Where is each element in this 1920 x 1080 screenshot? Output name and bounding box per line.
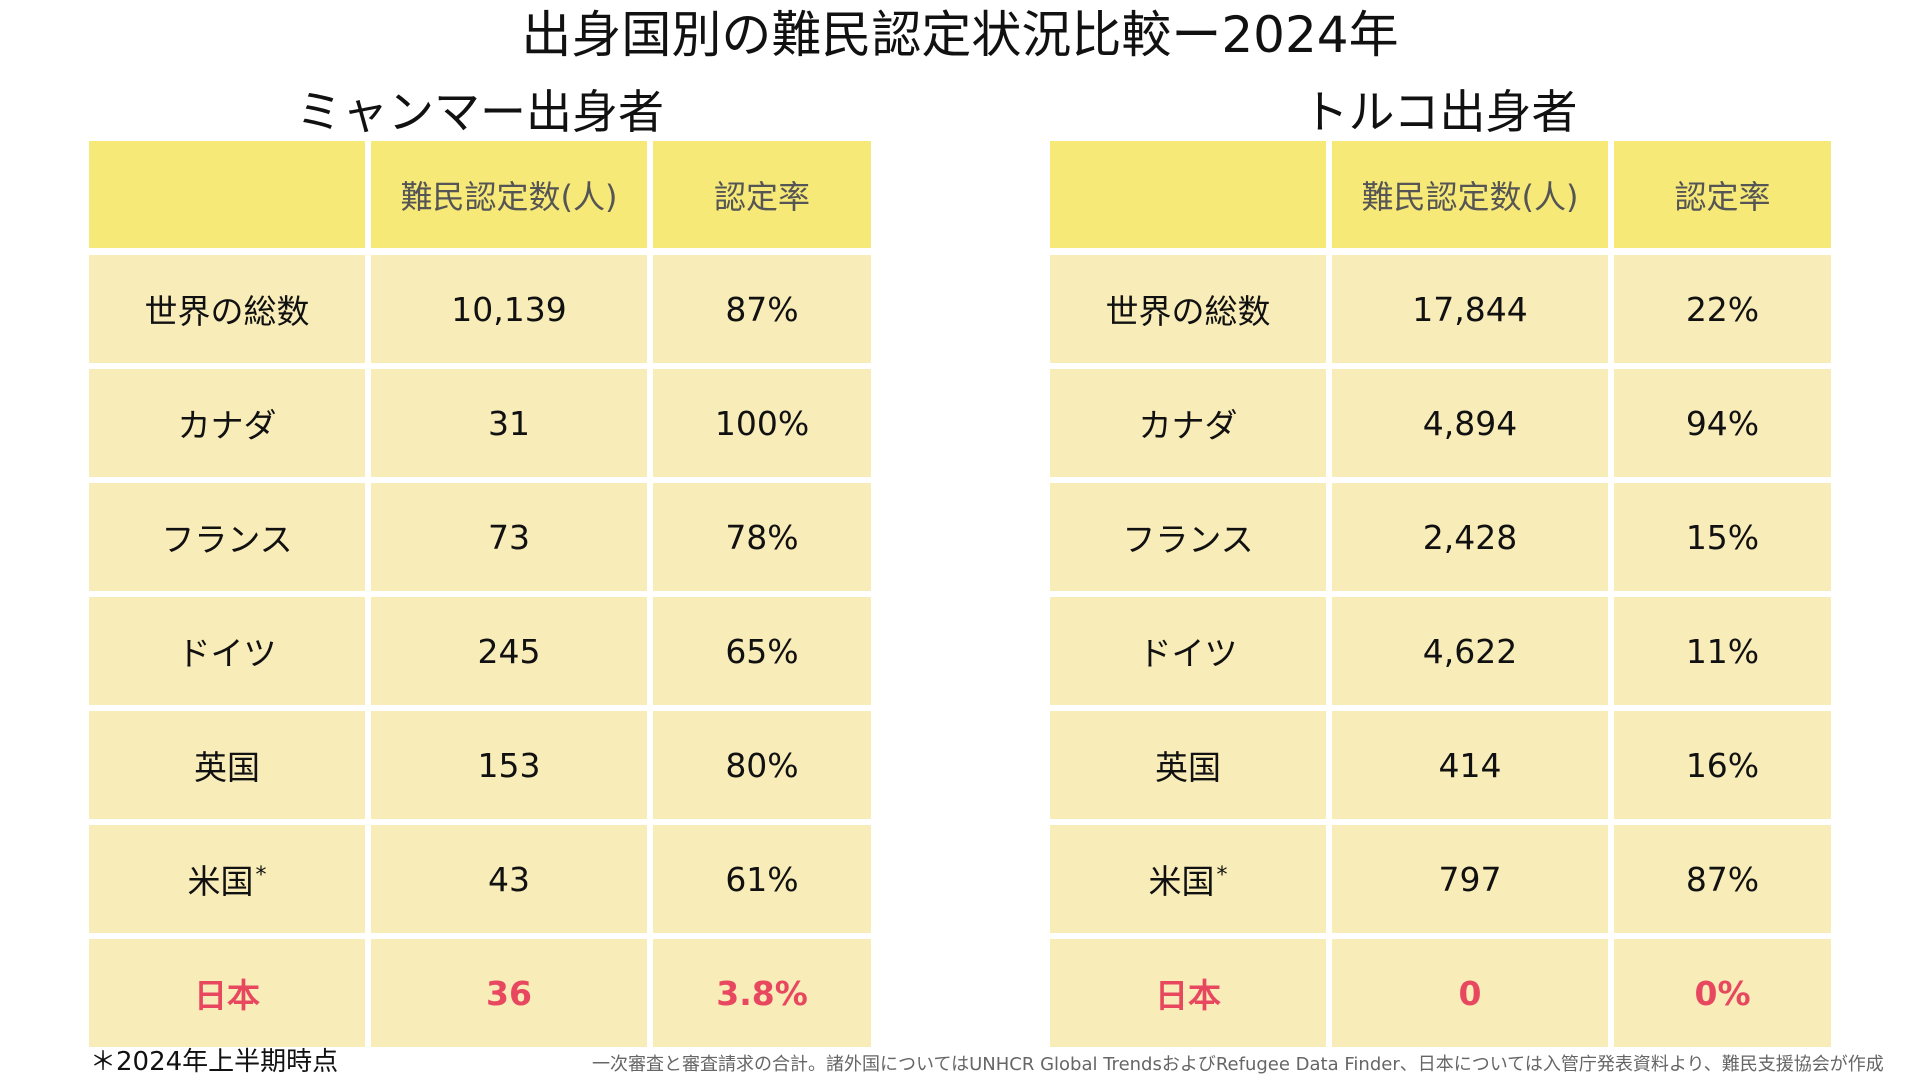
rate-cell: 65% [653,597,871,705]
rate-cell: 11% [1614,597,1831,705]
rate-cell: 3.8% [653,939,871,1047]
footnote-marker: * [1216,862,1228,888]
count-cell: 73 [371,483,647,591]
header-count: 難民認定数(人) [1332,141,1608,248]
rate-cell: 87% [1614,825,1831,933]
count-cell: 414 [1332,711,1608,819]
rate-cell: 16% [1614,711,1831,819]
rate-cell: 80% [653,711,871,819]
count-cell: 31 [371,369,647,477]
country-cell: 米国 * [1050,825,1326,933]
myanmar-table-title: ミャンマー出身者 [296,85,664,139]
header-rate: 認定率 [653,141,871,248]
rate-cell: 78% [653,483,871,591]
country-cell: 英国 [89,711,365,819]
country-cell: フランス [89,483,365,591]
country-cell: 英国 [1050,711,1326,819]
footnote-marker: * [255,862,267,888]
count-cell: 36 [371,939,647,1047]
count-cell: 4,622 [1332,597,1608,705]
count-cell: 43 [371,825,647,933]
rate-cell: 100% [653,369,871,477]
count-cell: 4,894 [1332,369,1608,477]
header-rate: 認定率 [1614,141,1831,248]
rate-cell: 0% [1614,939,1831,1047]
page-title: 出身国別の難民認定状況比較ー2024年 [521,6,1399,64]
count-cell: 245 [371,597,647,705]
rate-cell: 61% [653,825,871,933]
rate-cell: 94% [1614,369,1831,477]
turkey-table-title: トルコ出身者 [1302,85,1578,139]
count-cell: 17,844 [1332,255,1608,363]
header-blank-cell [89,141,365,248]
footnote: ＊2024年上半期時点 [90,1047,339,1077]
country-cell: 米国 * [89,825,365,933]
rate-cell: 22% [1614,255,1831,363]
country-cell: 世界の総数 [89,255,365,363]
country-cell: カナダ [89,369,365,477]
count-cell: 10,139 [371,255,647,363]
country-cell: ドイツ [1050,597,1326,705]
country-cell: 世界の総数 [1050,255,1326,363]
rate-cell: 15% [1614,483,1831,591]
country-cell: 日本 [89,939,365,1047]
rate-cell: 87% [653,255,871,363]
count-cell: 153 [371,711,647,819]
header-blank-cell [1050,141,1326,248]
count-cell: 797 [1332,825,1608,933]
country-cell: カナダ [1050,369,1326,477]
source-note: 一次審査と審査請求の合計。諸外国についてはUNHCR Global Trends… [592,1054,1884,1075]
header-count: 難民認定数(人) [371,141,647,248]
country-cell: 日本 [1050,939,1326,1047]
count-cell: 2,428 [1332,483,1608,591]
count-cell: 0 [1332,939,1608,1047]
country-cell: フランス [1050,483,1326,591]
country-cell: ドイツ [89,597,365,705]
